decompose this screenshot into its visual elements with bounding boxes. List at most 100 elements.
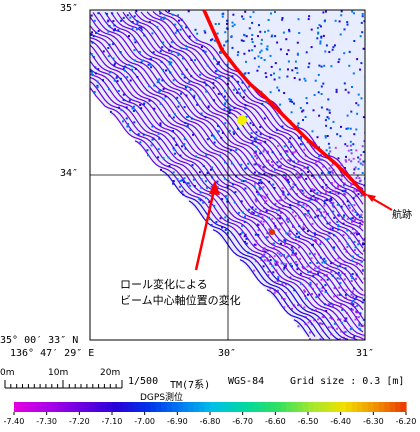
colorbar-segment xyxy=(144,402,151,412)
colorbar-segment xyxy=(324,402,331,412)
colorbar-tick-label: -6.30 xyxy=(362,417,384,426)
colorbar-segment xyxy=(84,402,91,412)
colorbar-tick-label: -6.90 xyxy=(166,417,188,426)
colorbar-segment xyxy=(68,402,75,412)
colorbar-segment xyxy=(280,402,287,412)
lon-label-left: 136° 47′ 29″ E xyxy=(10,348,95,359)
colorbar-segment xyxy=(193,402,200,412)
colorbar-segment xyxy=(367,402,374,412)
colorbar-segment xyxy=(329,402,336,412)
colorbar-segment xyxy=(318,402,325,412)
projection: TM(7系) xyxy=(170,380,211,391)
colorbar-segment xyxy=(63,402,70,412)
colorbar-segment xyxy=(400,402,407,412)
colorbar-segment xyxy=(46,402,53,412)
roll-label-1: ロール変化による xyxy=(120,278,208,291)
grid-size: Grid size : 0.3 [m] xyxy=(290,376,405,387)
scale-tick-10: 10m xyxy=(48,368,69,378)
colorbar-segment xyxy=(313,402,320,412)
colorbar-segment xyxy=(264,402,271,412)
colorbar-segment xyxy=(133,402,140,412)
colorbar-segment xyxy=(362,402,369,412)
colorbar-segment xyxy=(275,402,282,412)
colorbar-tick-label: -6.80 xyxy=(199,417,221,426)
colorbar-segment xyxy=(95,402,102,412)
scale-ratio: 1/500 xyxy=(128,376,159,387)
colorbar-segment xyxy=(248,402,255,412)
datum: WGS-84 xyxy=(228,376,265,387)
colorbar-segment xyxy=(73,402,80,412)
colorbar-segment xyxy=(19,402,26,412)
colorbar-segment xyxy=(171,402,178,412)
colorbar-tick-label: -7.20 xyxy=(68,417,90,426)
colorbar-segment xyxy=(384,402,391,412)
colorbar-tick-label: -6.40 xyxy=(330,417,351,426)
colorbar-segment xyxy=(41,402,48,412)
colorbar-segment xyxy=(335,402,342,412)
colorbar-segment xyxy=(291,402,298,412)
survey-track-line xyxy=(202,9,368,198)
depth-colorbar xyxy=(13,402,407,415)
colorbar-segment xyxy=(253,402,260,412)
lat-label-top: 35″ xyxy=(60,3,79,14)
lat-label-mid: 34″ xyxy=(60,168,79,179)
colorbar-segment xyxy=(112,402,119,412)
colorbar-segment xyxy=(259,402,266,412)
colorbar-segment xyxy=(117,402,124,412)
colorbar-segment xyxy=(35,402,42,412)
colorbar-segment xyxy=(308,402,315,412)
colorbar-segment xyxy=(177,402,184,412)
colorbar-segment xyxy=(231,402,238,412)
track-arrow-head xyxy=(366,194,376,202)
anomaly-spot xyxy=(237,115,247,125)
colorbar-segment xyxy=(199,402,206,412)
lat-label-bottom: 35° 00′ 33″ N xyxy=(0,335,79,346)
colorbar-segment xyxy=(297,402,304,412)
roll-arrow xyxy=(194,189,216,271)
scale-tick-0: 0m xyxy=(0,368,15,378)
colorbar-segment xyxy=(302,402,309,412)
scale-bar xyxy=(4,380,123,389)
colorbar-segment xyxy=(389,402,396,412)
colorbar-tick-label: -7.00 xyxy=(134,417,155,426)
bathymetry-map xyxy=(89,9,393,341)
colorbar-segment xyxy=(395,402,402,412)
track-label: 航跡 xyxy=(392,210,412,221)
colorbar-segment xyxy=(182,402,189,412)
colorbar-segment xyxy=(340,402,347,412)
roll-label-2: ビーム中心軸位置の変化 xyxy=(120,294,241,307)
colorbar-labels: -7.40 -7.30 -7.20 -7.10 -7.00 -6.90 -6.80 -6.70… xyxy=(0,417,420,431)
colorbar-segment xyxy=(106,402,113,412)
colorbar-segment xyxy=(90,402,97,412)
scale-tick-20: 20m xyxy=(100,368,121,378)
colorbar-segment xyxy=(378,402,385,412)
colorbar-tick-label: -6.70 xyxy=(232,417,253,426)
colorbar-segment xyxy=(155,402,162,412)
colorbar-tick-label: -6.60 xyxy=(264,417,286,426)
colorbar-segment xyxy=(14,402,21,412)
colorbar-segment xyxy=(79,402,86,412)
colorbar-segment xyxy=(373,402,380,412)
colorbar-segment xyxy=(346,402,353,412)
colorbar-segment xyxy=(161,402,168,412)
colorbar-segment xyxy=(24,402,31,412)
colorbar-segment xyxy=(122,402,129,412)
colorbar-segment xyxy=(215,402,222,412)
colorbar-tick-label: -6.20 xyxy=(395,417,417,426)
colorbar-segment xyxy=(204,402,211,412)
colorbar-segment xyxy=(166,402,173,412)
colorbar-segment xyxy=(210,402,217,412)
colorbar-segment xyxy=(226,402,233,412)
colorbar-segment xyxy=(237,402,244,412)
colorbar-tick-label: -7.10 xyxy=(101,417,123,426)
colorbar-segment xyxy=(30,402,37,412)
positioning-method: DGPS測位 xyxy=(140,393,184,403)
colorbar-segment xyxy=(242,402,249,412)
colorbar-tick-label: -7.40 xyxy=(3,417,25,426)
colorbar-segment xyxy=(52,402,59,412)
colorbar-segment xyxy=(57,402,64,412)
colorbar-tick-label: -7.30 xyxy=(36,417,57,426)
colorbar-segment xyxy=(101,402,108,412)
roll-arrow-head xyxy=(209,180,220,195)
lon-label-mid: 30″ xyxy=(218,348,237,359)
